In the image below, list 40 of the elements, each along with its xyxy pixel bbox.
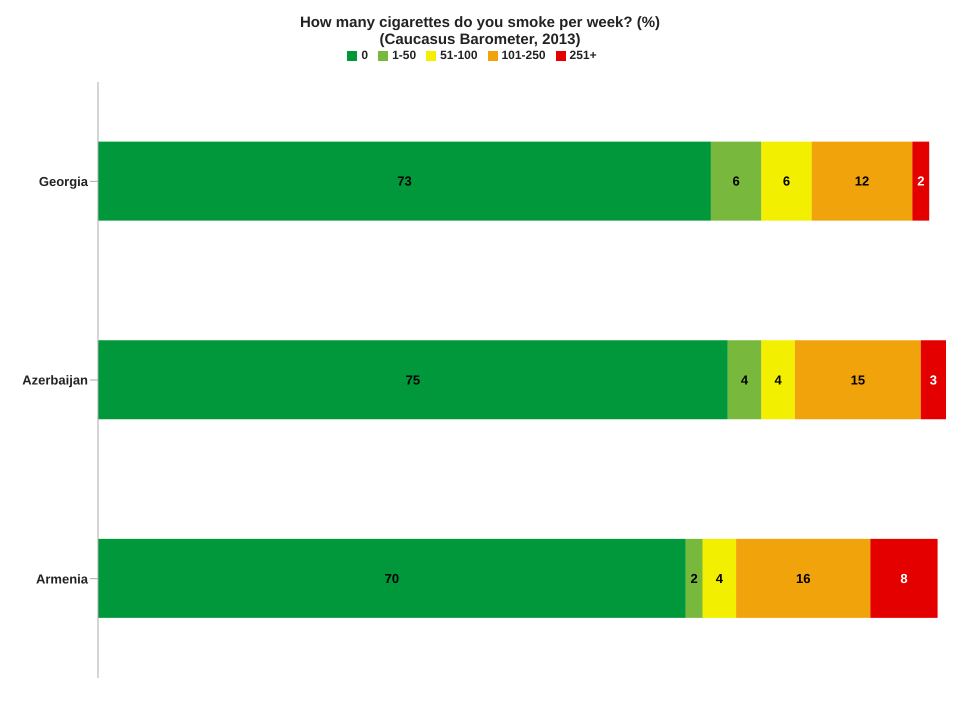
bar <box>761 142 812 221</box>
data-label: 12 <box>854 174 870 189</box>
chart-title: How many cigarettes do you smoke per week? (%) <box>298 14 662 31</box>
data-label: 2 <box>917 174 924 189</box>
data-label: 73 <box>397 174 412 189</box>
legend-label: 51-100 <box>440 48 478 62</box>
legend-label: 251+ <box>570 48 597 62</box>
data-label: 6 <box>782 174 790 189</box>
legend-label: 101-250 <box>502 48 546 62</box>
data-label: 4 <box>774 372 782 388</box>
chart-subtitle: (Caucasus Barometer, 2013) <box>378 31 582 48</box>
bar <box>710 142 762 221</box>
data-label: 75 <box>406 372 420 388</box>
data-label: 8 <box>900 571 908 586</box>
data-label: 4 <box>716 571 724 586</box>
bar <box>912 142 930 221</box>
data-label: 70 <box>384 571 400 586</box>
bar <box>702 538 736 618</box>
bar <box>728 340 762 420</box>
legend-label: 0 <box>361 48 368 62</box>
data-label: 3 <box>930 372 938 388</box>
y-tick-label: Georgia <box>38 174 89 189</box>
data-label: 2 <box>690 571 698 586</box>
bar <box>98 340 728 420</box>
bar <box>812 142 912 221</box>
legend-label: 1-50 <box>392 48 416 62</box>
data-label: 6 <box>732 174 740 189</box>
data-label: 15 <box>850 372 866 388</box>
bar <box>920 340 946 420</box>
bar <box>870 538 938 618</box>
y-tick-label: Armenia <box>36 571 89 586</box>
bar <box>794 340 921 420</box>
data-label: 16 <box>796 571 810 586</box>
bar <box>761 340 795 420</box>
bar <box>98 142 711 221</box>
bar <box>736 538 870 618</box>
y-tick-label: Azerbaijan <box>22 372 88 388</box>
data-label: 4 <box>740 372 749 388</box>
bar <box>686 538 703 618</box>
bar <box>98 538 686 618</box>
